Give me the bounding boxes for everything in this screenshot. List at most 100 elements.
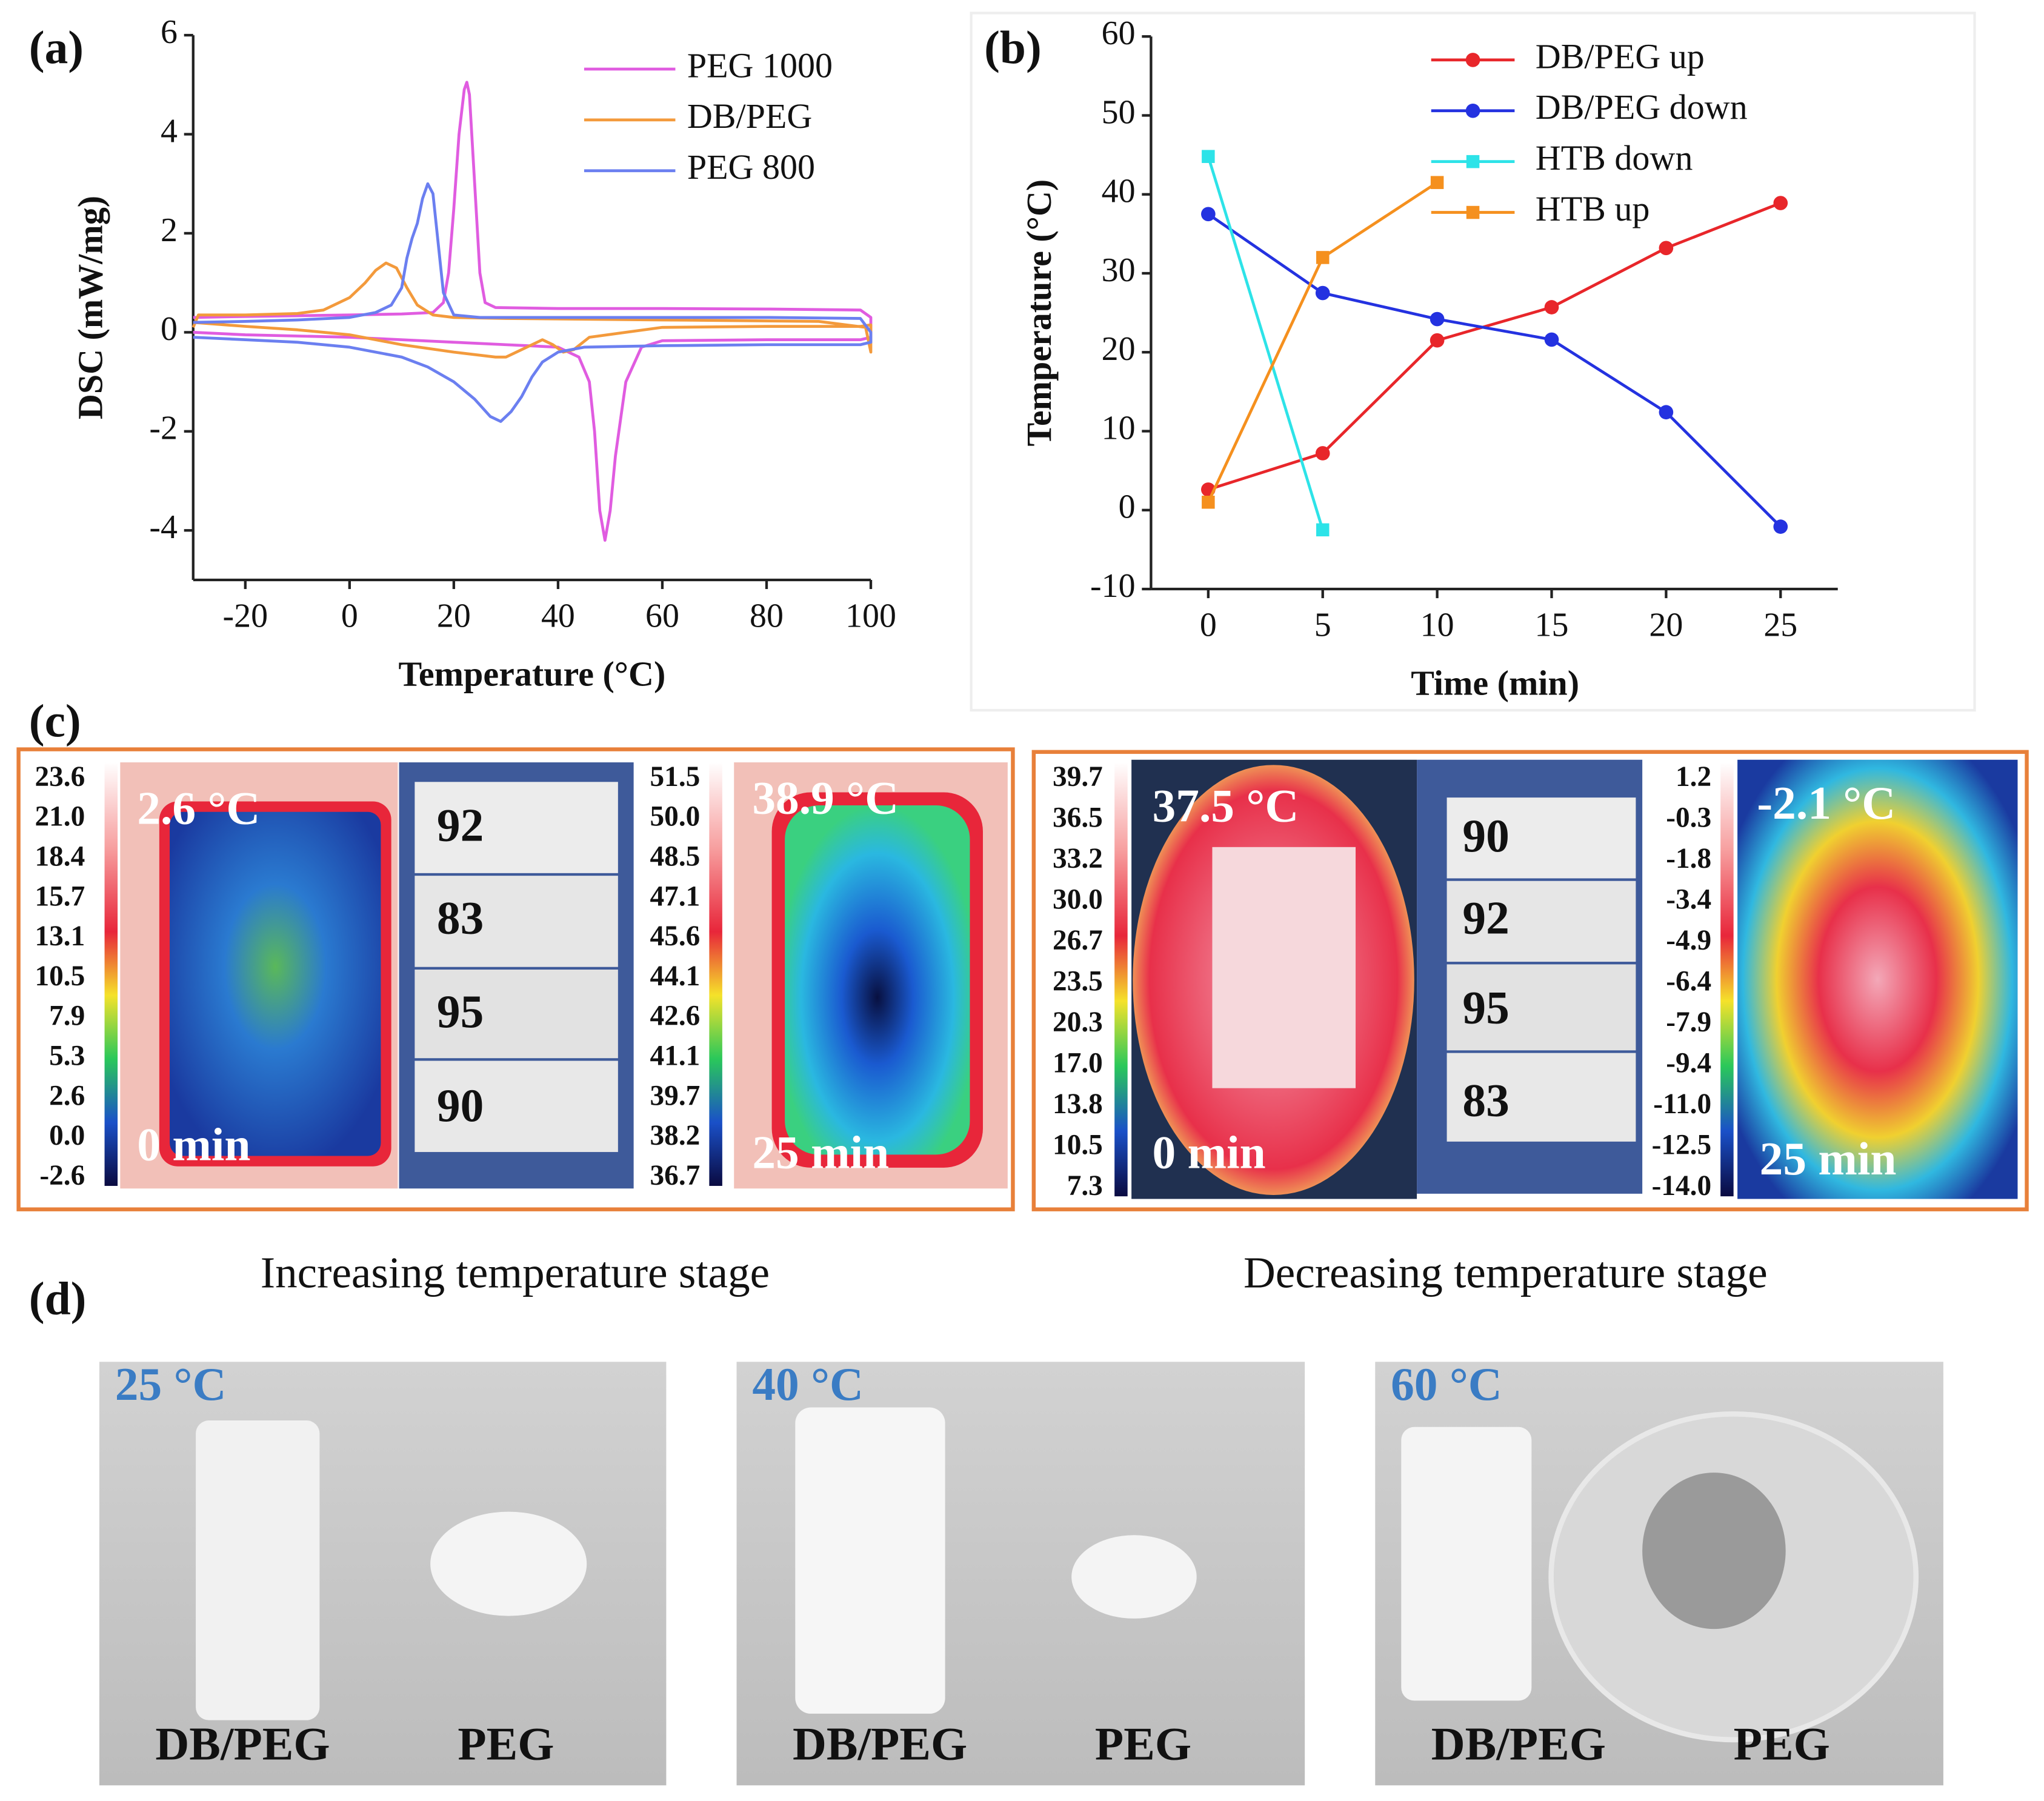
- marker: [1773, 519, 1788, 534]
- colorbar: [104, 762, 118, 1186]
- panel-label: (a): [29, 21, 84, 73]
- y-axis-label: Temperature (°C): [1019, 179, 1059, 447]
- y-tick-label: 10: [1102, 409, 1136, 447]
- start-time: 0 min: [137, 1119, 250, 1171]
- x-tick-label: 20: [1649, 606, 1683, 644]
- photo-temp: 25 °C: [115, 1358, 227, 1410]
- x-tick-label: -20: [223, 597, 268, 634]
- series-line: [193, 81, 873, 542]
- sample-number: 90: [437, 1079, 484, 1131]
- photo-label: PEG: [458, 1718, 554, 1770]
- sample-number: 83: [1462, 1074, 1509, 1126]
- colorbar-label: 38.2: [650, 1120, 701, 1151]
- sample-block: [414, 969, 618, 1059]
- y-tick-label: 0: [1119, 488, 1136, 526]
- x-tick-label: 60: [645, 597, 679, 634]
- y-tick-label: 60: [1102, 15, 1136, 52]
- colorbar-label: 18.4: [35, 841, 85, 872]
- series-line: [193, 182, 873, 423]
- y-tick-label: 40: [1102, 173, 1136, 210]
- colorbar-label: -11.0: [1653, 1088, 1711, 1120]
- colorbar-label: -9.4: [1666, 1048, 1711, 1079]
- photo-panels: [99, 1362, 1943, 1786]
- stage-caption: Increasing temperature stage: [261, 1248, 770, 1297]
- marker: [1315, 285, 1330, 301]
- colorbar-label: -4.9: [1666, 925, 1711, 956]
- end-temp: 38.9 °C: [752, 771, 899, 824]
- colorbar-label: 13.1: [35, 920, 85, 952]
- x-tick-label: 80: [750, 597, 784, 634]
- y-tick-label: -2: [149, 410, 178, 447]
- y-tick-label: 0: [161, 310, 178, 348]
- x-axis-label: Temperature (°C): [399, 654, 666, 694]
- colorbar-label: 0.0: [49, 1120, 85, 1151]
- y-tick-label: -4: [149, 508, 178, 546]
- peg-sample: [1071, 1535, 1197, 1619]
- marker: [1659, 241, 1674, 256]
- sample-number: 83: [437, 891, 484, 944]
- colorbar-label: -1.8: [1666, 843, 1711, 874]
- colorbar-label: 21.0: [35, 801, 85, 833]
- y-axis-label: DSC (mW/mg): [71, 196, 110, 419]
- marker: [1202, 150, 1215, 163]
- marker: [1315, 446, 1330, 461]
- peg-sample: [430, 1511, 587, 1616]
- group-frame: [1031, 750, 2029, 1211]
- legend-label: DB/PEG up: [1536, 36, 1705, 76]
- sample-block: [414, 876, 618, 967]
- x-tick-label: 5: [1314, 606, 1331, 644]
- colorbar-label: -2.6: [39, 1160, 85, 1191]
- colorbar-label: 33.2: [1053, 843, 1103, 874]
- x-tick-label: 0: [341, 597, 358, 634]
- colorbar-label: 42.6: [650, 1000, 701, 1032]
- marker: [1773, 196, 1788, 210]
- panel-label: (b): [984, 21, 1042, 73]
- photo-temp: 40 °C: [752, 1358, 864, 1410]
- marker: [1544, 300, 1559, 315]
- colorbar-label: -14.0: [1652, 1170, 1712, 1202]
- y-tick-label: 50: [1102, 93, 1136, 131]
- legend-label: DB/PEG down: [1536, 87, 1748, 127]
- colorbar-label: 48.5: [650, 841, 701, 872]
- panel-label: (c): [29, 695, 81, 747]
- legend-marker: [1466, 205, 1480, 219]
- legend-marker: [1465, 103, 1480, 118]
- thermal-sample: [1212, 847, 1356, 1088]
- x-tick-label: 25: [1763, 606, 1797, 644]
- colorbar-label: -7.9: [1666, 1007, 1711, 1038]
- photo-label: DB/PEG: [155, 1718, 330, 1770]
- legend-label: PEG 800: [687, 147, 815, 187]
- colorbar-label: 2.6: [49, 1080, 85, 1111]
- end-time: 25 min: [1760, 1133, 1897, 1185]
- end-temp: -2.1 °C: [1757, 777, 1896, 829]
- colorbar: [709, 762, 722, 1186]
- marker: [1430, 333, 1445, 348]
- photo-label: DB/PEG: [793, 1718, 967, 1770]
- start-temp: 2.6 °C: [137, 782, 260, 834]
- sample-block: [414, 782, 618, 873]
- series-line: [1208, 201, 1782, 491]
- colorbar-label: 51.5: [650, 761, 701, 793]
- colorbar-label: 10.5: [1053, 1130, 1103, 1161]
- sample-number: 95: [1462, 982, 1509, 1034]
- x-tick-label: 0: [1200, 606, 1217, 644]
- colorbar-label: 15.7: [35, 881, 85, 912]
- colorbar-label: 44.1: [650, 960, 701, 992]
- colorbar-label: 10.5: [35, 960, 85, 992]
- marker: [1201, 207, 1216, 222]
- sample-block: [1446, 881, 1636, 962]
- series-line: [1207, 213, 1782, 528]
- y-tick-label: 2: [161, 211, 178, 249]
- colorbar-label: 17.0: [1053, 1048, 1103, 1079]
- x-tick-label: 10: [1420, 606, 1454, 644]
- marker: [1544, 332, 1559, 347]
- colorbar-label: 7.9: [49, 1000, 85, 1032]
- start-temp: 37.5 °C: [1153, 779, 1299, 831]
- sample-block: [414, 1060, 618, 1153]
- series-line: [191, 261, 873, 359]
- colorbar-label: 50.0: [650, 801, 701, 833]
- colorbar-label: 36.5: [1053, 802, 1103, 833]
- sample-number: 92: [437, 799, 484, 851]
- y-tick-label: -10: [1090, 567, 1136, 605]
